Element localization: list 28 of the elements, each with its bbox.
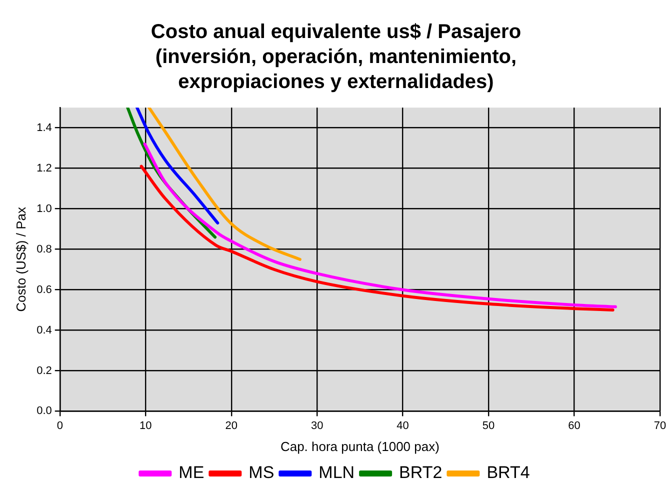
x-tick-label: 50 (482, 420, 495, 432)
y-tick-label: 1.4 (36, 122, 52, 134)
line-series (148, 108, 302, 261)
y-tick-label: 0.6 (36, 284, 52, 296)
line-series (143, 142, 617, 308)
y-tick-label: 0.4 (36, 324, 52, 336)
x-tick-label: 10 (139, 420, 152, 432)
y-tick-label: 1.0 (36, 202, 52, 215)
x-tick-label: 30 (310, 420, 324, 432)
x-tick-label: 40 (396, 420, 409, 432)
y-tick-label: 0.2 (36, 364, 52, 377)
legend-label: MS (248, 463, 274, 482)
y-axis-title: Costo (US$) / Pax (13, 206, 28, 312)
line-series (140, 164, 614, 312)
y-tick-label: 1.2 (36, 162, 52, 174)
y-tick-label: 0.8 (36, 243, 52, 256)
legend-label: ME (178, 463, 204, 482)
x-tick-label: 0 (56, 420, 63, 432)
x-tick-label: 20 (225, 420, 238, 432)
legend-label: BRT4 (486, 463, 530, 482)
chart-title: Costo anual equivalente us$ / Pasajero (inversión, operación, mantenimiento, expropiaciones y externalidades) (150, 20, 522, 95)
y-tick-label: 0.0 (36, 405, 52, 418)
line-series (136, 108, 220, 224)
x-axis-title: Cap. hora punta (1000 pax) (280, 438, 440, 454)
legend-label: MLN (318, 463, 355, 482)
legend-label: BRT2 (399, 463, 442, 482)
x-tick-label: 60 (568, 420, 580, 432)
x-tick-label: 70 (654, 420, 666, 432)
